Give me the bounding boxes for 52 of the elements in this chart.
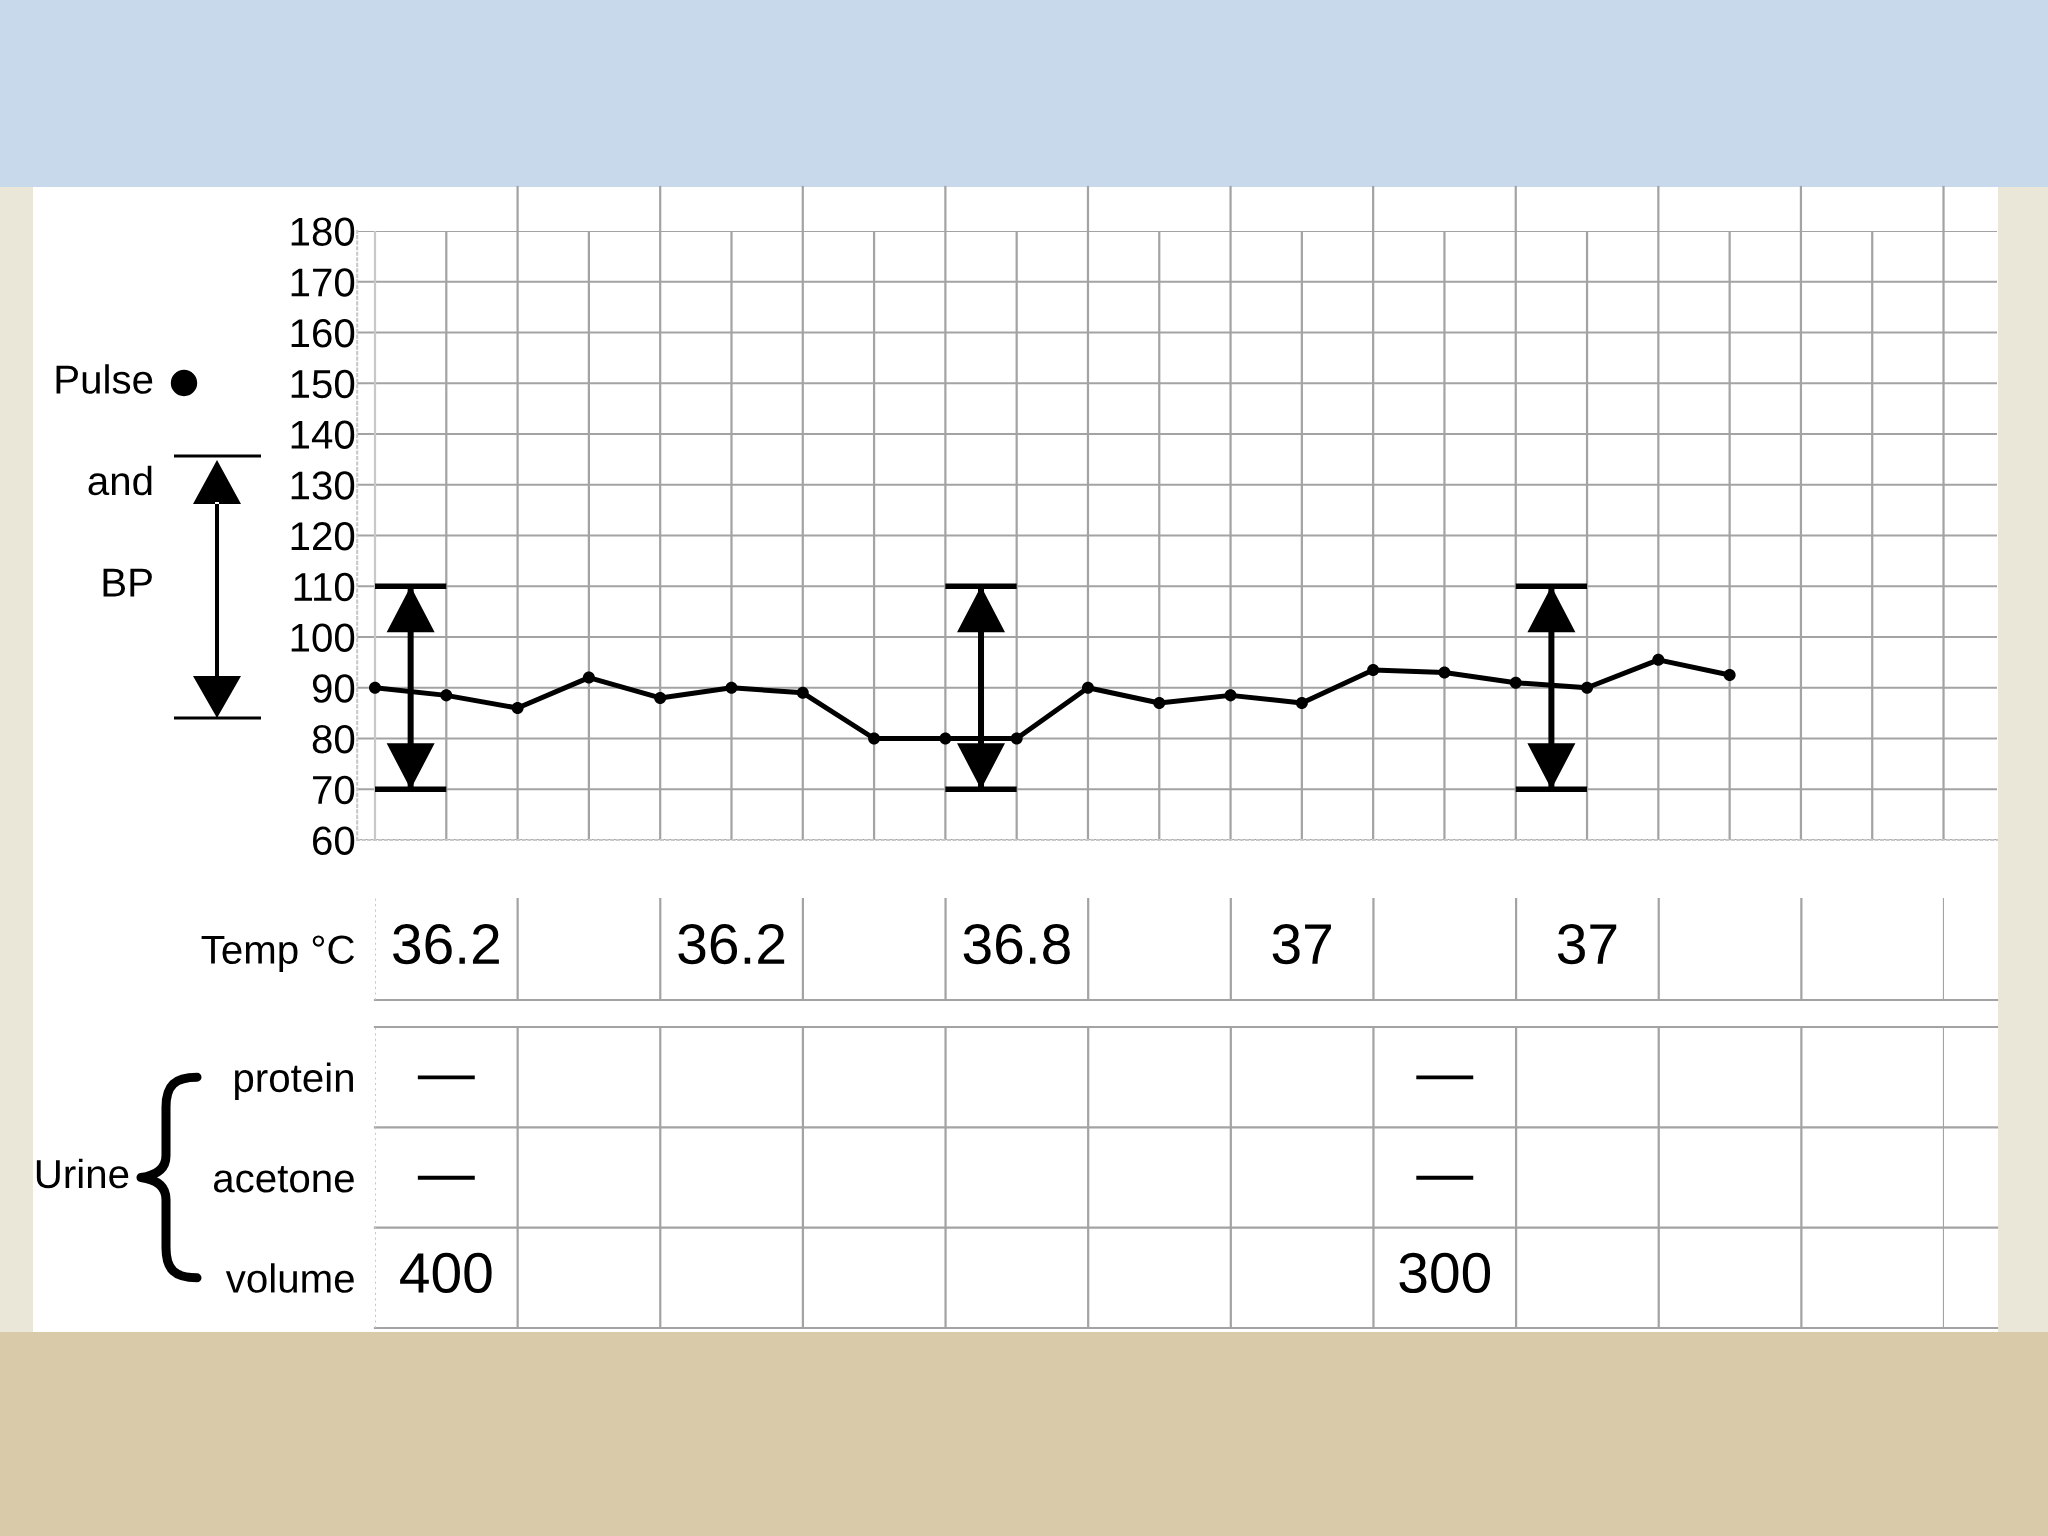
point xyxy=(582,671,595,684)
data-label: 300 xyxy=(1399,1252,1491,1294)
legend-label: BP xyxy=(103,568,152,597)
text: — xyxy=(417,1175,475,1180)
y-tick-label: 100 xyxy=(291,623,355,652)
point xyxy=(1081,681,1094,694)
text: — xyxy=(1416,1175,1474,1180)
y-tick-label: volume xyxy=(225,1263,354,1293)
point xyxy=(1438,666,1451,679)
point xyxy=(1723,669,1736,682)
point xyxy=(654,691,667,704)
point xyxy=(868,732,881,745)
y-tick-label: 150 xyxy=(291,369,355,399)
point xyxy=(939,732,952,745)
point xyxy=(1010,732,1023,745)
data-label: 400 xyxy=(400,1252,492,1294)
point xyxy=(1295,696,1308,709)
y-tick-label: 60 xyxy=(313,826,355,855)
point xyxy=(368,681,382,694)
legend-label: Pulse xyxy=(56,364,153,394)
point xyxy=(1581,681,1594,694)
data-label: 36.8 xyxy=(963,923,1070,965)
y-tick-label: 120 xyxy=(291,521,355,551)
y-tick-label: 160 xyxy=(291,318,355,348)
text: and xyxy=(88,465,152,496)
y-tick-label: 130 xyxy=(291,471,355,500)
data-label: 37 xyxy=(1272,923,1331,965)
point xyxy=(440,689,453,702)
y-tick-label: acetone xyxy=(213,1166,354,1193)
text: — xyxy=(417,1075,475,1080)
y-tick-label: Temp °C xyxy=(201,935,355,972)
y-tick-label: 170 xyxy=(291,268,355,297)
y-axis-title: Urine xyxy=(36,1158,129,1189)
y-tick-label: 110 xyxy=(294,572,355,602)
point xyxy=(1509,676,1522,689)
y-tick-label: 180 xyxy=(291,217,355,246)
y-tick-label: 80 xyxy=(312,724,355,754)
data-label: 36.2 xyxy=(678,923,785,965)
y-tick-label: 70 xyxy=(313,775,355,805)
y-tick-label: protein xyxy=(235,1062,353,1101)
text: — xyxy=(1416,1075,1474,1080)
point xyxy=(1153,696,1166,709)
data-label: 36.2 xyxy=(393,923,499,965)
point xyxy=(1652,653,1665,666)
point xyxy=(511,702,524,715)
point xyxy=(1224,689,1237,702)
point xyxy=(1367,663,1380,676)
y-tick-label: 140 xyxy=(291,420,355,449)
data-label: 37 xyxy=(1557,923,1617,965)
y-tick-label: 90 xyxy=(312,674,355,703)
point xyxy=(796,686,809,699)
point xyxy=(725,681,738,694)
